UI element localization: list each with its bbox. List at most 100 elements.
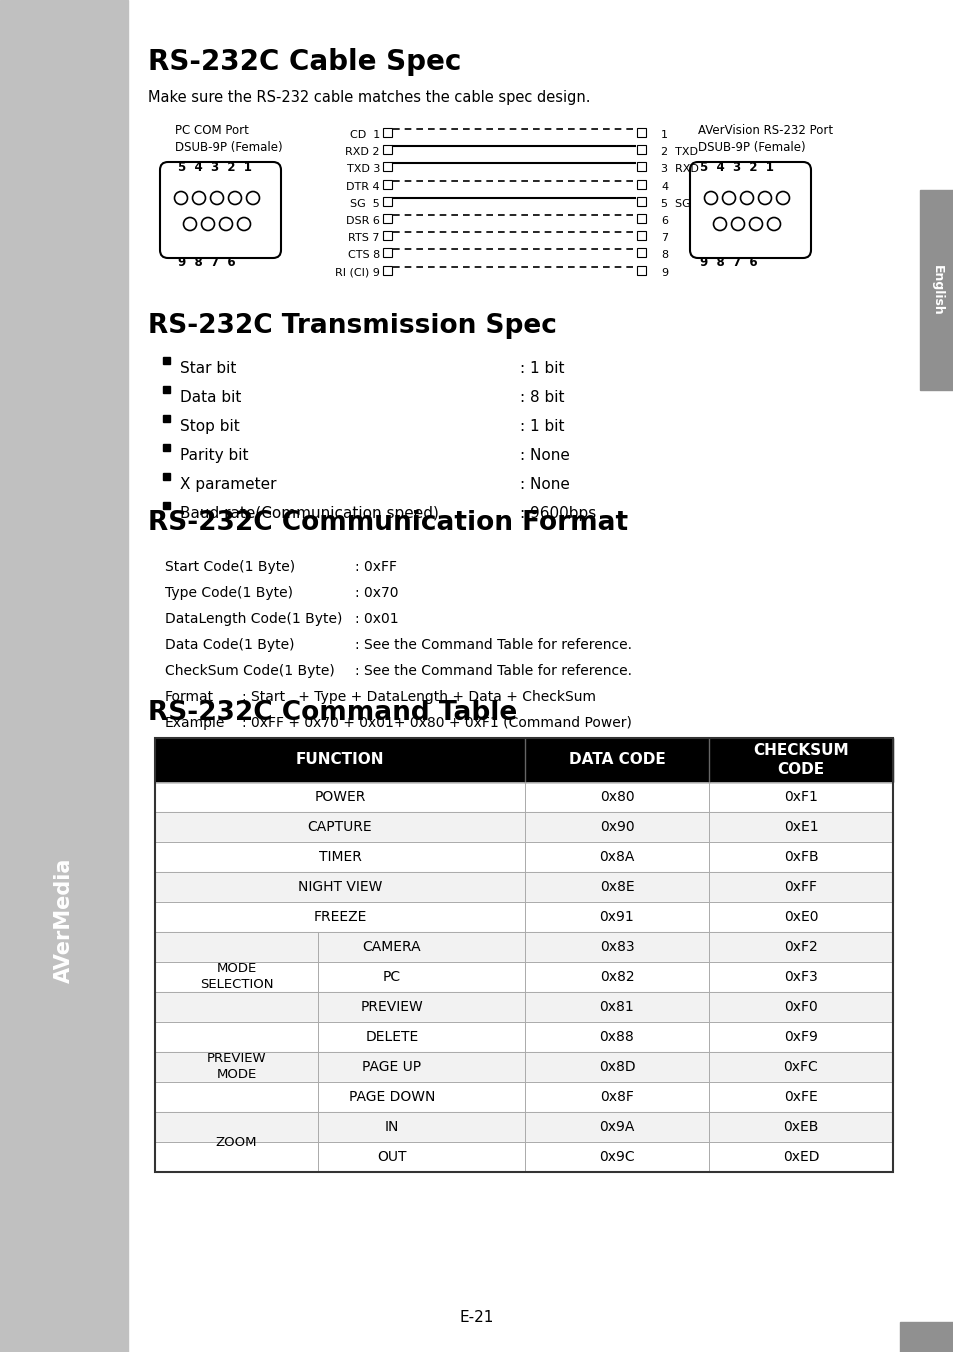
Bar: [163, 415, 170, 422]
Text: RXD 2: RXD 2: [345, 147, 379, 157]
Text: 1: 1: [660, 130, 667, 141]
Bar: [0, 0, 128, 1352]
Bar: [163, 387, 170, 393]
Text: 0x8D: 0x8D: [598, 1060, 635, 1073]
Text: DSR 6: DSR 6: [346, 216, 379, 226]
Text: 0x90: 0x90: [599, 821, 634, 834]
Bar: [637, 162, 645, 172]
Text: 0xE1: 0xE1: [782, 821, 818, 834]
Bar: [382, 249, 392, 257]
Text: 0xF2: 0xF2: [783, 940, 817, 955]
Circle shape: [758, 192, 771, 204]
Text: 0x8E: 0x8E: [599, 880, 634, 894]
Circle shape: [219, 218, 233, 230]
Text: Example: Example: [165, 717, 225, 730]
Text: 0x81: 0x81: [599, 1000, 634, 1014]
Text: E-21: E-21: [459, 1310, 494, 1325]
Text: PREVIEW: PREVIEW: [360, 1000, 423, 1014]
Text: PAGE DOWN: PAGE DOWN: [348, 1090, 435, 1105]
Text: AVerVision RS-232 Port: AVerVision RS-232 Port: [698, 124, 832, 137]
Text: 0x83: 0x83: [599, 940, 634, 955]
Text: 5  SG: 5 SG: [660, 199, 690, 208]
Text: : Start   + Type + DataLength + Data + CheckSum: : Start + Type + DataLength + Data + Che…: [242, 690, 596, 704]
Text: RI (CI) 9: RI (CI) 9: [335, 268, 379, 277]
Text: Format: Format: [165, 690, 213, 704]
Text: TIMER: TIMER: [318, 850, 361, 864]
Bar: [154, 932, 892, 963]
Circle shape: [174, 192, 188, 204]
Text: CD  1: CD 1: [350, 130, 379, 141]
Text: RS-232C Cable Spec: RS-232C Cable Spec: [148, 49, 461, 76]
Text: 0x8F: 0x8F: [599, 1090, 634, 1105]
Text: POWER: POWER: [314, 790, 365, 804]
Text: 0xFF: 0xFF: [783, 880, 817, 894]
Bar: [637, 180, 645, 188]
Text: Type Code(1 Byte): Type Code(1 Byte): [165, 585, 293, 600]
Text: PC COM Port: PC COM Port: [174, 124, 249, 137]
Bar: [163, 473, 170, 480]
Text: : 0xFF: : 0xFF: [355, 560, 396, 575]
Text: Make sure the RS-232 cable matches the cable spec design.: Make sure the RS-232 cable matches the c…: [148, 91, 590, 105]
Text: : None: : None: [519, 448, 569, 462]
Text: 0xED: 0xED: [781, 1151, 819, 1164]
Text: 8: 8: [660, 250, 667, 261]
Text: 0x9A: 0x9A: [598, 1119, 634, 1134]
Text: ZOOM: ZOOM: [215, 1136, 257, 1148]
Text: OUT: OUT: [376, 1151, 406, 1164]
Text: AVerMedia: AVerMedia: [54, 857, 74, 983]
Text: 0xF1: 0xF1: [783, 790, 817, 804]
Text: 0xF3: 0xF3: [783, 969, 817, 984]
Bar: [154, 842, 892, 872]
Bar: [637, 145, 645, 154]
Circle shape: [211, 192, 223, 204]
Text: IN: IN: [384, 1119, 398, 1134]
Text: MODE
SELECTION: MODE SELECTION: [199, 963, 273, 991]
Bar: [154, 1111, 892, 1142]
Circle shape: [183, 218, 196, 230]
Text: 0xF9: 0xF9: [783, 1030, 817, 1044]
Circle shape: [703, 192, 717, 204]
Bar: [899, 1322, 953, 1352]
Text: RS-232C Command Table: RS-232C Command Table: [148, 700, 517, 726]
Text: FUNCTION: FUNCTION: [295, 753, 384, 768]
Bar: [163, 502, 170, 508]
Bar: [154, 902, 892, 932]
Bar: [163, 357, 170, 364]
Bar: [154, 738, 892, 1172]
Text: 2  TXD: 2 TXD: [660, 147, 698, 157]
Text: PAGE UP: PAGE UP: [362, 1060, 421, 1073]
Bar: [154, 992, 892, 1022]
Text: DSUB-9P (Female): DSUB-9P (Female): [174, 141, 282, 154]
Text: DataLength Code(1 Byte): DataLength Code(1 Byte): [165, 612, 342, 626]
Text: SG  5: SG 5: [350, 199, 379, 208]
Text: 3  RXD: 3 RXD: [660, 165, 699, 174]
Bar: [154, 781, 892, 813]
Text: CTS 8: CTS 8: [348, 250, 379, 261]
Text: : 8 bit: : 8 bit: [519, 389, 564, 406]
Circle shape: [713, 218, 726, 230]
FancyBboxPatch shape: [160, 162, 281, 258]
Text: 0x88: 0x88: [599, 1030, 634, 1044]
Text: 0xEB: 0xEB: [782, 1119, 818, 1134]
Bar: [637, 214, 645, 223]
Text: RTS 7: RTS 7: [348, 233, 379, 243]
Bar: [637, 128, 645, 137]
Text: DSUB-9P (Female): DSUB-9P (Female): [698, 141, 804, 154]
Text: 0x82: 0x82: [599, 969, 634, 984]
Circle shape: [767, 218, 780, 230]
Text: DATA CODE: DATA CODE: [568, 753, 664, 768]
Bar: [154, 813, 892, 842]
Text: RS-232C Communication Format: RS-232C Communication Format: [148, 510, 627, 535]
Text: Star bit: Star bit: [180, 361, 236, 376]
Text: CAMERA: CAMERA: [362, 940, 420, 955]
Bar: [154, 1082, 892, 1111]
Circle shape: [193, 192, 205, 204]
Circle shape: [731, 218, 743, 230]
Circle shape: [749, 218, 761, 230]
Text: 0x91: 0x91: [599, 910, 634, 923]
Bar: [154, 738, 892, 781]
Bar: [382, 162, 392, 172]
Bar: [154, 1022, 892, 1052]
Text: 0xFB: 0xFB: [782, 850, 818, 864]
Bar: [919, 191, 953, 389]
